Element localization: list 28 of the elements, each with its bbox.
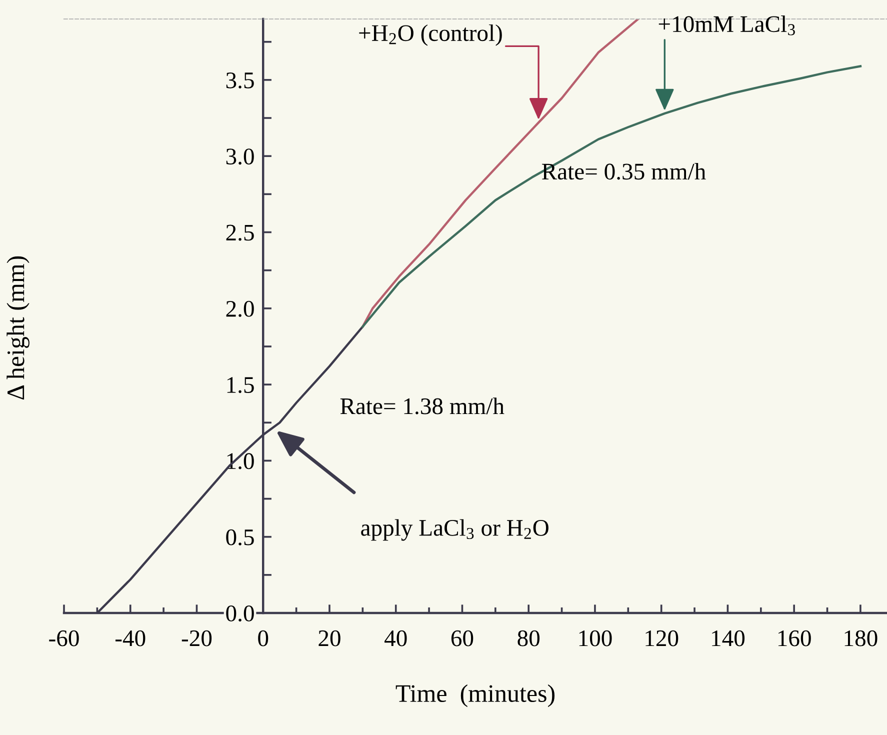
x-tick-label: 20 (318, 630, 340, 646)
y-tick-label: 0.0 (226, 605, 254, 622)
y-tick-label: 1.5 (227, 377, 254, 394)
annotation: Rate= 1.38 mm/h (340, 398, 504, 414)
x-tick-label: -60 (49, 630, 79, 646)
y-axis-title: Δ height (mm) (6, 256, 30, 400)
x-tick-label: 160 (778, 630, 811, 646)
x-axis-title: Time (minutes) (396, 684, 554, 708)
annotation: Rate= 0.35 mm/h (542, 162, 706, 180)
annotation: +H$_{2}$O (control) (359, 24, 502, 46)
x-tick-label: -40 (116, 630, 146, 646)
y-tick-label: 3.5 (226, 72, 254, 88)
x-tick-label: 100 (579, 630, 612, 646)
x-tick-label: 0 (258, 630, 268, 646)
annotation: apply LaCl$_{3}$ or H$_{2}$O (361, 519, 548, 541)
y-tick-label: 2.5 (226, 224, 254, 241)
y-tick-label: 2.0 (226, 300, 254, 317)
x-tick-label: 180 (844, 630, 878, 646)
line-series (362, 65, 862, 328)
annotation: +10mM LaCl$_{3}$ (658, 15, 795, 36)
x-tick-label: -20 (182, 630, 212, 646)
y-tick-label: 0.5 (226, 529, 254, 546)
y-tick-label: 3.0 (226, 148, 254, 165)
x-tick-label: 60 (451, 630, 474, 646)
x-tick-label: 80 (518, 630, 540, 646)
x-tick-label: 140 (712, 630, 745, 646)
x-tick-label: 40 (384, 630, 407, 646)
x-tick-label: 120 (646, 630, 678, 646)
